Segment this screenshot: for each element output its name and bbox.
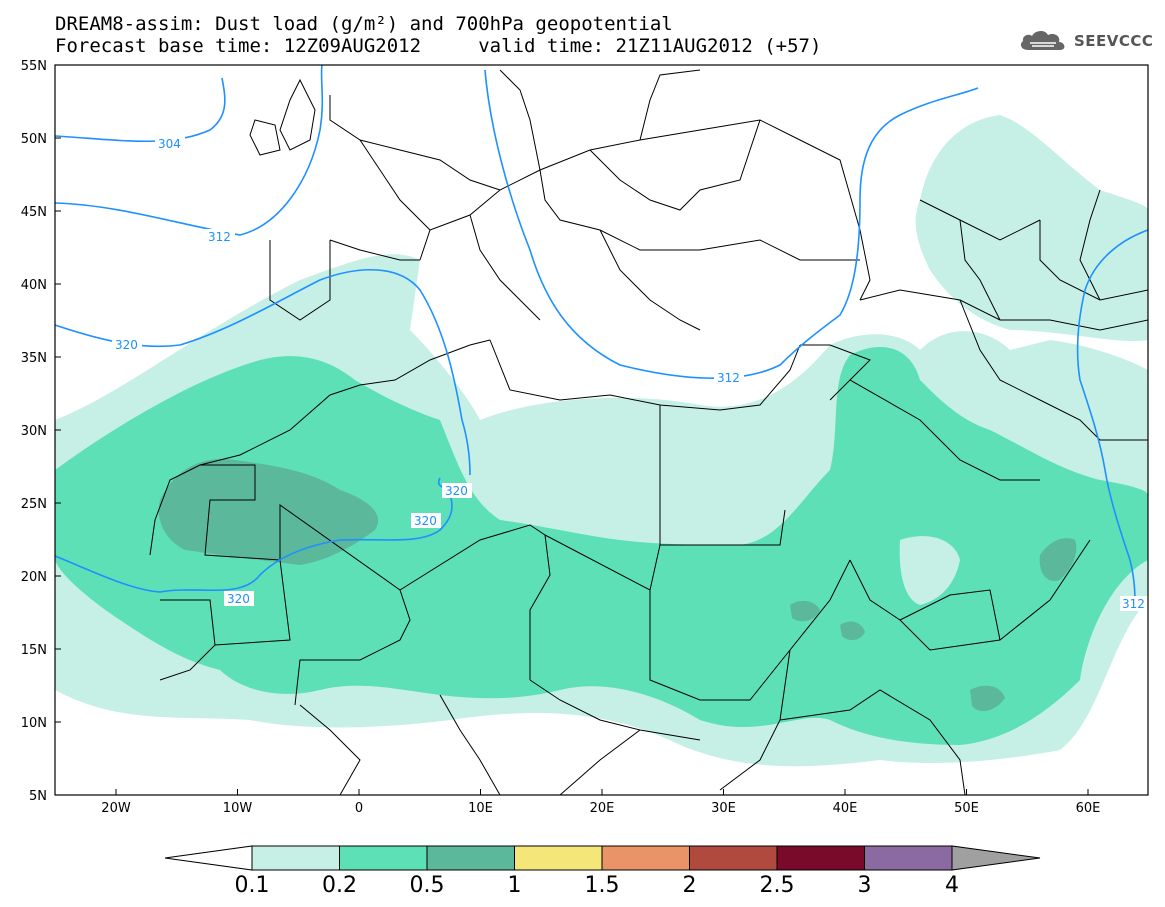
cloud-icon — [1020, 30, 1065, 50]
lon-tick-label: 10E — [468, 801, 493, 816]
lon-tick-label: 30E — [711, 801, 736, 816]
contour-label-320-b: 320 — [411, 513, 441, 528]
contour-label-312-east: 312 — [714, 370, 744, 385]
colorbar-segment — [426, 845, 515, 871]
longitude-axis: 20W 10W 0 10E 20E 30E 40E 50E 60E — [101, 789, 1100, 816]
lon-tick-label: 20E — [590, 801, 615, 816]
dust-shading-medium — [55, 347, 1148, 745]
svg-text:320: 320 — [115, 338, 138, 352]
lat-tick-label: 45N — [21, 205, 47, 220]
svg-text:312: 312 — [717, 371, 740, 385]
lat-tick-label: 40N — [21, 278, 47, 293]
contour-label-304: 304 — [155, 136, 185, 151]
colorbar-segment — [864, 845, 953, 871]
logo-text: SEEVCCC — [1074, 32, 1154, 50]
colorbar-label: 4 — [945, 873, 959, 898]
colorbar-over-arrow — [951, 845, 1041, 871]
lat-tick-label: 10N — [21, 716, 47, 731]
dust-shading-dark — [158, 459, 1077, 712]
contour-label-320-a: 320 — [442, 483, 472, 498]
colorbar-under-arrow — [164, 845, 253, 871]
contour-label-320-west: 320 — [112, 337, 142, 352]
svg-text:320: 320 — [414, 514, 437, 528]
lat-tick-label: 25N — [21, 497, 47, 512]
lat-tick-label: 55N — [21, 59, 47, 74]
contour-label-312-west: 312 — [205, 229, 235, 244]
lat-tick-label: 15N — [21, 643, 47, 658]
colorbar-segment — [689, 845, 778, 871]
lon-tick-label: 60E — [1076, 801, 1101, 816]
svg-text:304: 304 — [158, 137, 181, 151]
map-title-line-2: Forecast base time: 12Z09AUG2012 valid t… — [55, 35, 822, 57]
svg-text:320: 320 — [445, 484, 468, 498]
colorbar-label: 0.1 — [235, 873, 270, 898]
colorbar-segment — [339, 845, 428, 871]
country-borders — [149, 69, 1148, 795]
lat-tick-label: 35N — [21, 351, 47, 366]
lon-tick-label: 20W — [101, 801, 131, 816]
colorbar-label: 0.5 — [410, 873, 445, 898]
colorbar-segment — [251, 845, 340, 871]
lat-tick-label: 20N — [21, 570, 47, 585]
colorbar-label: 0.2 — [322, 873, 357, 898]
contour-label-320-c: 320 — [224, 591, 254, 606]
seevccc-logo: SEEVCCC — [1018, 28, 1153, 54]
latitude-axis: 55N 50N 45N 40N 35N 30N 25N 20N 15N 10N 5N — [21, 59, 61, 804]
lon-tick-label: 0 — [355, 801, 363, 816]
contour-labels: 304 312 312 320 320 320 320 312 — [112, 136, 1148, 611]
lat-tick-label: 30N — [21, 424, 47, 439]
colorbar-segment — [514, 845, 603, 871]
map-title-line-1: DREAM8-assim: Dust load (g/m²) and 700hP… — [55, 13, 673, 35]
colorbar-segment — [601, 845, 690, 871]
map-area: 304 312 312 320 320 320 320 312 — [55, 65, 1148, 795]
colorbar-label: 1 — [508, 873, 522, 898]
colorbar-segment — [776, 845, 865, 871]
lat-tick-label: 50N — [21, 132, 47, 147]
colorbar-label: 2.5 — [760, 873, 795, 898]
colorbar-label: 3 — [858, 873, 872, 898]
contour-label-312-far-east: 312 — [1120, 596, 1148, 611]
lat-tick-label: 5N — [29, 789, 47, 804]
colorbar-label: 2 — [683, 873, 697, 898]
lon-tick-label: 40E — [833, 801, 858, 816]
svg-text:320: 320 — [227, 592, 250, 606]
geopotential-contours — [55, 65, 1148, 606]
lon-tick-label: 50E — [954, 801, 979, 816]
lon-tick-label: 10W — [223, 801, 253, 816]
svg-text:312: 312 — [1122, 597, 1145, 611]
colorbar-label: 1.5 — [585, 873, 620, 898]
colorbar: 0.1 0.2 0.5 1 1.5 2 2.5 3 4 — [164, 845, 1041, 898]
svg-text:312: 312 — [208, 230, 231, 244]
